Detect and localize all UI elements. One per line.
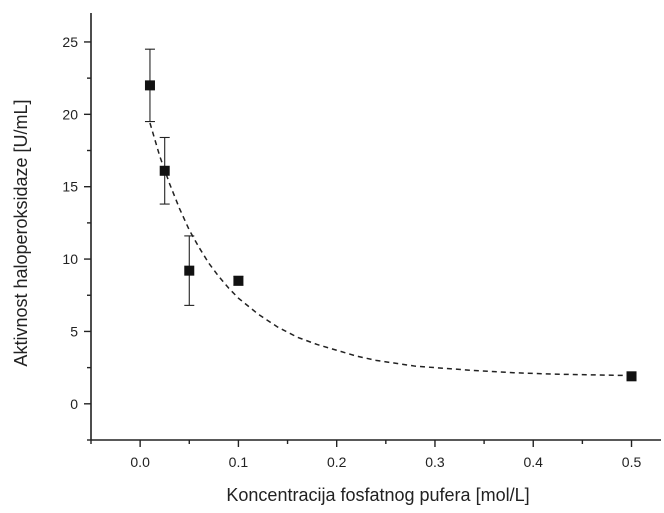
data-point [159, 165, 170, 176]
y-tick-label: 5 [70, 323, 78, 339]
x-tick-label: 0.1 [229, 454, 249, 470]
data-point [144, 80, 155, 91]
x-tick-label: 0.5 [622, 454, 642, 470]
x-axis-label: Koncentracija fosfatnog pufera [mol/L] [226, 485, 529, 505]
x-tick-label: 0.4 [524, 454, 544, 470]
y-tick-label: 20 [62, 106, 78, 122]
y-axis-label: Aktivnost haloperoksidaze [U/mL] [11, 99, 31, 366]
y-tick-label: 10 [62, 251, 78, 267]
data-point [233, 275, 244, 286]
fit-curve-group [149, 122, 632, 377]
data-points [144, 80, 637, 382]
error-bars [144, 48, 637, 380]
y-tick-label: 15 [62, 179, 78, 195]
y-tick-label: 0 [70, 396, 78, 412]
fit-curve [149, 122, 632, 377]
y-tick-label: 25 [62, 34, 78, 50]
data-point [184, 265, 195, 276]
x-tick-label: 0.2 [327, 454, 347, 470]
data-point [626, 371, 637, 382]
x-tick-label: 0.0 [130, 454, 150, 470]
axes: 0 5 10 15 20 25 0.0 0.1 0.2 0.3 0.4 0.5 [62, 13, 661, 470]
x-tick-label: 0.3 [425, 454, 445, 470]
